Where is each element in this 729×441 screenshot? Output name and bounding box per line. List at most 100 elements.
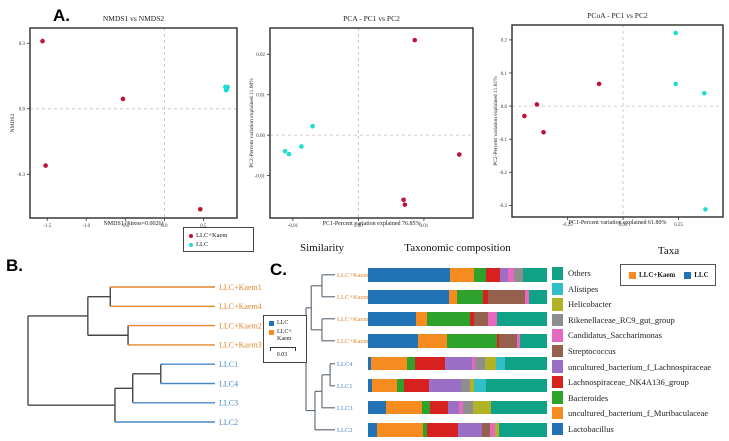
bar-segment — [396, 378, 404, 393]
bar-segment — [473, 312, 488, 326]
bar-segment — [473, 378, 487, 393]
bar-segment — [368, 356, 371, 371]
data-point — [120, 96, 126, 102]
bar-segment — [525, 290, 530, 304]
llc-kaem-color-swatch — [269, 330, 274, 335]
x-tick-label: 0.01 — [420, 224, 429, 229]
dendrogram-leaf-label: LLC+Kaem4 — [219, 302, 262, 311]
bar-segment — [500, 268, 508, 282]
taxa-label: Others — [568, 268, 591, 279]
taxa-label: Alistipes — [568, 283, 599, 294]
panel-a-label: A. — [53, 6, 70, 25]
data-point — [43, 163, 48, 168]
bar-segment — [450, 268, 474, 282]
x-tick-label: -0.01 — [288, 224, 299, 229]
data-point — [673, 30, 678, 36]
x-tick-label: -1.0 — [82, 224, 90, 229]
bar-segment — [471, 356, 476, 371]
bar-row-llc1 — [368, 378, 547, 393]
bar-segment — [368, 312, 417, 326]
taxa-label: uncultured_bacterium_f_Lachnospiraceae — [568, 361, 712, 372]
bar-segment — [472, 400, 491, 415]
taxa-label: Candidatus_Saccharimonas — [568, 330, 662, 341]
bar-segment — [459, 400, 463, 415]
bar-segment — [507, 268, 514, 282]
taxa-color-swatch — [552, 313, 563, 327]
bar-segment — [475, 356, 486, 371]
scale-bar-label: 0.03 — [276, 352, 288, 358]
bar-segment — [482, 290, 488, 304]
bar-segment — [448, 290, 458, 304]
y-tick-label: 0.02 — [256, 53, 265, 58]
bar-row-llc4 — [368, 356, 547, 371]
data-point — [596, 81, 602, 87]
data-point — [673, 81, 678, 87]
bar-segment — [462, 400, 473, 415]
dendrogram-leaf-label: LLC1 — [219, 360, 238, 369]
taxa-color-swatch — [552, 391, 563, 404]
bar-segment — [498, 334, 517, 348]
bar-segment — [423, 423, 428, 437]
dendrogram-leaf-label: LLC3 — [219, 399, 238, 408]
taxa-legend-item: Helicobacter — [552, 298, 611, 311]
y-tick-label: 0.0 — [19, 108, 26, 113]
taxa-color-swatch — [552, 360, 563, 373]
similarity-header: Similarity — [300, 242, 344, 254]
dendrogram-leaf-label: LLC4 — [337, 361, 353, 368]
bar-segment — [421, 400, 430, 415]
scale-bar-line — [270, 347, 296, 351]
bar-segment — [416, 312, 428, 326]
composition-header: Taxonomic composition — [404, 242, 511, 254]
bar-segment — [485, 356, 496, 371]
data-point — [310, 123, 315, 129]
taxa-legend-item: Lactobacillus — [552, 422, 614, 435]
dendrogram-leaf-label: LLC+Kaem2 — [337, 338, 372, 345]
y-tick-label: -0.1 — [499, 138, 507, 143]
dendrogram-leaf-label: LLC+Kaem3 — [219, 341, 262, 350]
bar-segment — [457, 290, 483, 304]
bar-segment — [516, 334, 521, 348]
dendrogram-leaf-label: LLC+Kaem1 — [337, 294, 372, 301]
bar-row-llc-kaem3 — [368, 312, 547, 326]
y-tick-label: 0.1 — [501, 72, 508, 77]
legend-item-label: LLC — [277, 320, 289, 326]
bar-segment — [522, 268, 547, 282]
legend-item: LLC — [189, 240, 249, 249]
dendrogram-leaf-label: LLC+Kaem3 — [337, 316, 372, 323]
pcoa-xlabel: PC1-Percent variation explained 61.80% — [568, 220, 667, 226]
bar-segment — [473, 268, 487, 282]
dendrogram-leaf-label: LLC+Kaem1 — [219, 283, 262, 292]
legend-label: LLC+Kaem — [196, 232, 228, 239]
taxa-legend-item: Candidatus_Saccharimonas — [552, 329, 662, 342]
bar-segment — [368, 334, 419, 348]
taxa-color-swatch — [552, 298, 563, 311]
taxa-color-swatch — [552, 422, 563, 435]
group-legend-item: LLC+Kaem — [629, 271, 675, 279]
bar-segment — [368, 290, 449, 304]
bar-segment — [403, 378, 429, 393]
legend-dot — [189, 242, 193, 247]
bar-segment — [418, 334, 447, 348]
group-legend-item: LLC — [684, 271, 709, 279]
x-tick-label: -1.5 — [43, 224, 51, 229]
bar-segment — [414, 356, 445, 371]
y-tick-label: 0.3 — [19, 42, 26, 47]
bar-row-llc2 — [368, 423, 547, 437]
bar-segment — [504, 356, 547, 371]
dendrogram-leaf-label: LLC2 — [337, 427, 353, 434]
dendrogram-legend: LLC LLC+ Kaem 0.03 — [263, 315, 307, 363]
dendrogram-leaf-label: LLC3 — [337, 405, 353, 412]
nmds-plot-frame — [29, 27, 238, 219]
legend-item-llc-kaem: LLC+ Kaem — [269, 329, 306, 343]
bar-segment — [470, 312, 474, 326]
bar-segment — [368, 378, 372, 393]
bar-segment — [486, 268, 501, 282]
group-color-swatch — [684, 271, 692, 279]
data-point — [40, 38, 45, 44]
bar-segment — [368, 400, 386, 415]
bar-segment — [496, 334, 499, 348]
data-point — [703, 207, 708, 212]
bar-segment — [469, 378, 474, 393]
taxa-label: Helicobacter — [568, 299, 612, 310]
